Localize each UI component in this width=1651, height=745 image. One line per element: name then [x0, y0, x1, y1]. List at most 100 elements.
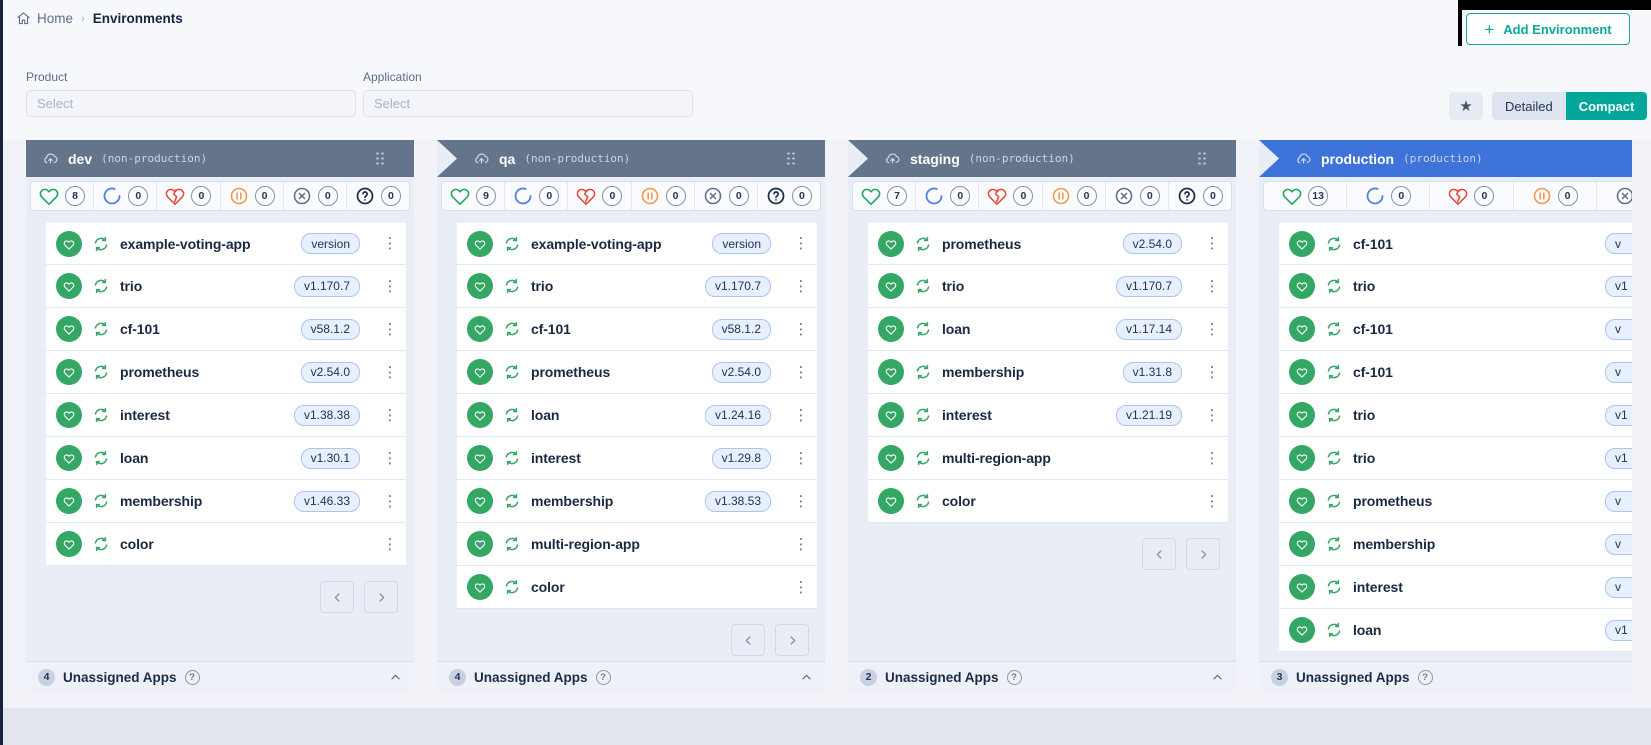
- application-name[interactable]: color: [531, 579, 565, 595]
- status-counter-degraded[interactable]: 0: [568, 182, 632, 210]
- application-name[interactable]: cf-101: [1353, 364, 1393, 380]
- kebab-menu-icon[interactable]: ⋮: [382, 362, 398, 381]
- version-badge[interactable]: v: [1605, 490, 1632, 512]
- status-counter-degraded[interactable]: 0: [979, 182, 1043, 210]
- status-counter-suspended[interactable]: 0: [221, 182, 284, 210]
- version-badge[interactable]: v1.46.33: [293, 490, 360, 512]
- environment-header-production[interactable]: production (production): [1259, 140, 1632, 177]
- version-badge[interactable]: v: [1605, 533, 1632, 555]
- application-row[interactable]: trio v1.170.7 ⋮: [868, 265, 1228, 308]
- application-row[interactable]: cf-101 v58.1.2 ⋮: [457, 308, 817, 351]
- application-name[interactable]: prometheus: [531, 364, 611, 380]
- kebab-menu-icon[interactable]: ⋮: [382, 234, 398, 252]
- version-badge[interactable]: v1: [1605, 404, 1632, 426]
- status-counter-unknown[interactable]: 0: [758, 182, 820, 210]
- application-name[interactable]: cf-101: [531, 321, 571, 337]
- status-counter-healthy[interactable]: 8: [31, 182, 95, 210]
- status-counter-missing[interactable]: 0: [695, 182, 758, 210]
- kebab-menu-icon[interactable]: ⋮: [793, 319, 809, 338]
- help-icon[interactable]: ?: [595, 669, 611, 685]
- application-row[interactable]: interest v1.29.8 ⋮: [457, 437, 817, 480]
- version-badge[interactable]: v1: [1605, 619, 1632, 641]
- application-row[interactable]: color ⋮: [46, 523, 406, 566]
- version-badge[interactable]: v1.38.53: [704, 490, 771, 512]
- unassigned-apps-footer[interactable]: 4 Unassigned Apps?: [26, 661, 414, 692]
- kebab-menu-icon[interactable]: ⋮: [793, 362, 809, 381]
- application-row[interactable]: example-voting-app version ⋮: [457, 222, 817, 265]
- help-icon[interactable]: ?: [1417, 669, 1433, 685]
- breadcrumb-home-link[interactable]: Home: [16, 11, 73, 26]
- help-icon[interactable]: ?: [1006, 669, 1022, 685]
- application-name[interactable]: trio: [942, 278, 965, 294]
- application-name[interactable]: loan: [1353, 622, 1382, 638]
- application-name[interactable]: multi-region-app: [942, 450, 1051, 466]
- kebab-menu-icon[interactable]: ⋮: [382, 276, 398, 295]
- status-counter-progressing[interactable]: 0: [1347, 182, 1431, 210]
- previous-page-button[interactable]: [320, 581, 354, 613]
- version-badge[interactable]: v1.29.8: [711, 447, 771, 469]
- status-counter-suspended[interactable]: 0: [632, 182, 695, 210]
- application-row[interactable]: example-voting-app version ⋮: [46, 222, 406, 265]
- next-page-button[interactable]: [1186, 538, 1220, 570]
- application-name[interactable]: trio: [531, 278, 554, 294]
- kebab-menu-icon[interactable]: ⋮: [793, 448, 809, 467]
- next-page-button[interactable]: [364, 581, 398, 613]
- next-page-button[interactable]: [775, 624, 809, 656]
- application-name[interactable]: multi-region-app: [531, 536, 640, 552]
- collapse-chevron-up-icon[interactable]: [389, 671, 402, 684]
- version-badge[interactable]: v2.54.0: [1122, 233, 1182, 254]
- application-row[interactable]: interest v1.21.19 ⋮: [868, 394, 1228, 437]
- application-name[interactable]: membership: [531, 493, 614, 509]
- application-name[interactable]: trio: [120, 278, 143, 294]
- version-badge[interactable]: version: [712, 233, 771, 254]
- kebab-menu-icon[interactable]: ⋮: [793, 491, 809, 510]
- application-row[interactable]: prometheus v2.54.0 ⋮: [457, 351, 817, 394]
- collapse-chevron-up-icon[interactable]: [800, 671, 813, 684]
- drag-handle-icon[interactable]: [376, 152, 384, 165]
- application-row[interactable]: interest v1.38.38 ⋮: [46, 394, 406, 437]
- application-name[interactable]: membership: [120, 493, 203, 509]
- application-name[interactable]: prometheus: [942, 235, 1022, 252]
- status-counter-progressing[interactable]: 0: [505, 182, 569, 210]
- application-name[interactable]: trio: [1353, 407, 1376, 423]
- help-icon[interactable]: ?: [184, 669, 200, 685]
- application-name[interactable]: loan: [120, 450, 149, 466]
- application-name[interactable]: color: [942, 493, 976, 509]
- unassigned-apps-footer[interactable]: 3 Unassigned Apps?: [1259, 661, 1632, 692]
- application-row[interactable]: cf-101 v58.1.2 ⋮: [46, 308, 406, 351]
- environment-header-qa[interactable]: qa (non-production): [437, 140, 825, 177]
- horizontal-scrollbar-track[interactable]: [0, 708, 1651, 745]
- version-badge[interactable]: v1.170.7: [704, 275, 771, 297]
- application-name[interactable]: cf-101: [1353, 321, 1393, 337]
- version-badge[interactable]: v1: [1605, 275, 1632, 297]
- application-row[interactable]: multi-region-app ⋮: [868, 437, 1228, 480]
- application-row[interactable]: loan v1.17.14 ⋮: [868, 308, 1228, 351]
- kebab-menu-icon[interactable]: ⋮: [382, 448, 398, 467]
- status-counter-progressing[interactable]: 0: [916, 182, 980, 210]
- kebab-menu-icon[interactable]: ⋮: [382, 319, 398, 338]
- application-row[interactable]: trio v1.170.7 ⋮: [457, 265, 817, 308]
- application-row[interactable]: membership v1.46.33 ⋮: [46, 480, 406, 523]
- application-name[interactable]: interest: [120, 407, 170, 423]
- kebab-menu-icon[interactable]: ⋮: [793, 577, 809, 596]
- version-badge[interactable]: v1.170.7: [1115, 275, 1182, 297]
- status-counter-unknown[interactable]: 0: [347, 182, 409, 210]
- kebab-menu-icon[interactable]: ⋮: [382, 491, 398, 510]
- version-badge[interactable]: version: [301, 233, 360, 254]
- version-badge[interactable]: v2.54.0: [300, 361, 360, 383]
- version-badge[interactable]: v1.38.38: [293, 404, 360, 426]
- kebab-menu-icon[interactable]: ⋮: [382, 534, 398, 553]
- status-counter-missing[interactable]: 0: [284, 182, 347, 210]
- application-row[interactable]: prometheus v2.54.0 ⋮: [46, 351, 406, 394]
- application-name[interactable]: loan: [942, 321, 971, 337]
- environment-header-staging[interactable]: staging (non-production): [848, 140, 1236, 177]
- application-name[interactable]: interest: [942, 407, 992, 423]
- application-name[interactable]: interest: [1353, 579, 1403, 595]
